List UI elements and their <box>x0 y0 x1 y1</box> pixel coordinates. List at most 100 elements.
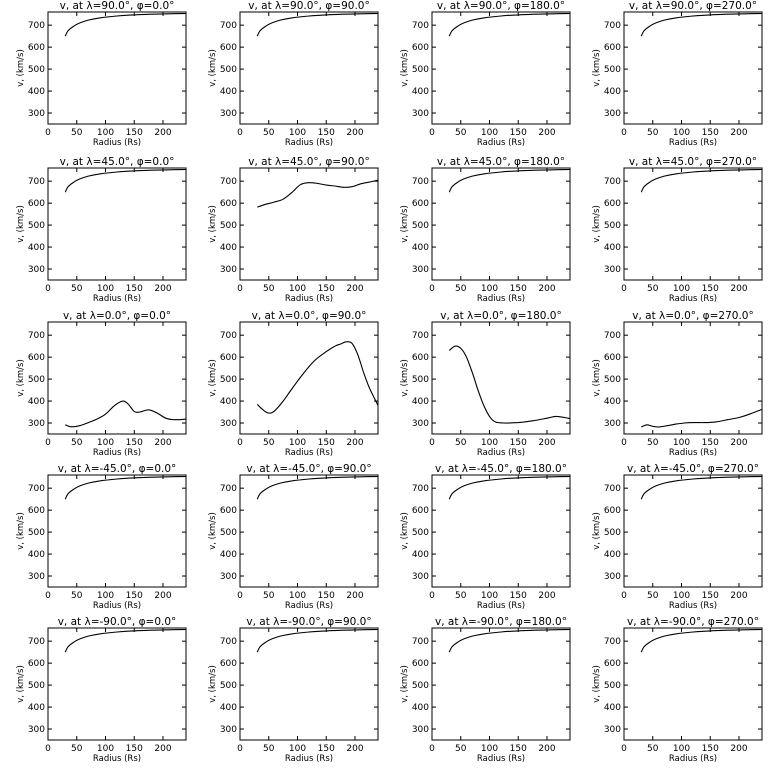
x-tick-label: 50 <box>647 438 659 448</box>
y-tick-label: 400 <box>604 550 621 560</box>
x-tick-label: 50 <box>455 128 467 138</box>
x-tick-label: 150 <box>318 284 335 294</box>
subplot-1-1: v, at λ=90.0°, φ=0.0° 0 50 100 150 200 300 400 5… <box>16 0 187 148</box>
y-tick-label: 500 <box>604 221 621 231</box>
y-tick-label: 500 <box>604 528 621 538</box>
x-tick-label: 200 <box>346 284 363 294</box>
x-tick-label: 100 <box>289 591 306 601</box>
y-tick-label: 300 <box>412 572 429 582</box>
x-axis-label: Radius (Rs) <box>285 601 333 611</box>
y-tick-label: 300 <box>28 265 45 275</box>
y-tick-label: 500 <box>412 375 429 385</box>
velocity-line <box>65 400 187 428</box>
x-tick-label: 200 <box>730 438 747 448</box>
plot-frame <box>623 627 763 741</box>
y-tick-label: 700 <box>28 21 45 31</box>
y-tick-label: 300 <box>604 725 621 735</box>
y-tick-label: 400 <box>28 550 45 560</box>
y-tick-label: 500 <box>220 65 237 75</box>
x-axis-label: Radius (Rs) <box>477 754 525 764</box>
y-tick-label: 700 <box>412 484 429 494</box>
x-tick-label: 50 <box>263 438 275 448</box>
y-tick-label: 300 <box>28 725 45 735</box>
x-tick-label: 0 <box>429 128 435 138</box>
x-tick-label: 0 <box>45 591 51 601</box>
x-tick-label: 0 <box>45 284 51 294</box>
y-tick-label: 400 <box>28 703 45 713</box>
x-tick-label: 200 <box>538 744 555 754</box>
x-tick-label: 100 <box>97 128 114 138</box>
y-tick-label: 600 <box>604 506 621 516</box>
y-tick-label: 300 <box>604 419 621 429</box>
y-axis-label: v, (km/s) <box>16 49 26 87</box>
x-tick-label: 150 <box>510 744 527 754</box>
subplot-title: v, at λ=-45.0°, φ=180.0° <box>435 463 567 475</box>
y-tick-label: 700 <box>604 331 621 341</box>
subplot-title: v, at λ=45.0°, φ=180.0° <box>437 156 565 168</box>
y-tick-label: 500 <box>28 375 45 385</box>
velocity-line <box>64 12 187 37</box>
plot-frame <box>47 627 187 741</box>
plot-frame <box>47 321 187 435</box>
plot-frame <box>47 167 187 281</box>
plot-frame <box>431 474 571 588</box>
x-axis-label: Radius (Rs) <box>669 294 717 304</box>
y-tick-label: 300 <box>604 265 621 275</box>
x-tick-label: 150 <box>318 744 335 754</box>
y-axis-label: v, (km/s) <box>592 512 602 550</box>
subplot-2-1: v, at λ=45.0°, φ=0.0° 0 50 100 150 200 300 400 5… <box>16 156 187 304</box>
y-tick-label: 300 <box>220 109 237 119</box>
y-tick-label: 500 <box>28 681 45 691</box>
y-tick-label: 500 <box>28 528 45 538</box>
x-tick-label: 50 <box>71 438 83 448</box>
x-tick-label: 100 <box>673 744 690 754</box>
y-tick-label: 500 <box>412 681 429 691</box>
x-tick-label: 0 <box>237 591 243 601</box>
subplot-title: v, at λ=90.0°, φ=270.0° <box>629 0 757 12</box>
y-tick-label: 500 <box>220 528 237 538</box>
x-tick-label: 0 <box>237 128 243 138</box>
y-tick-label: 600 <box>220 353 237 363</box>
plot-frame <box>623 11 763 125</box>
y-tick-label: 300 <box>220 725 237 735</box>
subplot-4-1: v, at λ=-45.0°, φ=0.0° 0 50 100 150 200 300 400… <box>16 463 187 611</box>
x-tick-label: 100 <box>481 438 498 448</box>
y-axis-label: v, (km/s) <box>208 665 218 703</box>
y-tick-label: 700 <box>604 484 621 494</box>
x-axis-label: Radius (Rs) <box>285 294 333 304</box>
y-tick-label: 500 <box>220 375 237 385</box>
subplot-title: v, at λ=-45.0°, φ=0.0° <box>58 463 177 475</box>
x-tick-label: 200 <box>730 744 747 754</box>
subplot-4-4: v, at λ=-45.0°, φ=270.0° 0 50 100 150 200 300 4… <box>592 463 763 611</box>
velocity-line <box>640 475 763 500</box>
x-tick-label: 200 <box>730 128 747 138</box>
subplot-5-4: v, at λ=-90.0°, φ=270.0° 0 50 100 150 200 300 4… <box>592 616 763 764</box>
y-tick-label: 400 <box>28 397 45 407</box>
y-tick-label: 300 <box>220 572 237 582</box>
y-tick-label: 500 <box>604 375 621 385</box>
y-tick-label: 600 <box>412 506 429 516</box>
x-tick-label: 50 <box>455 591 467 601</box>
x-tick-label: 200 <box>346 744 363 754</box>
x-tick-label: 50 <box>263 284 275 294</box>
x-tick-label: 100 <box>673 591 690 601</box>
y-tick-label: 500 <box>412 528 429 538</box>
x-tick-label: 50 <box>263 128 275 138</box>
velocity-line <box>256 12 379 37</box>
subplot-4-2: v, at λ=-45.0°, φ=90.0° 0 50 100 150 200 300 40… <box>208 463 379 611</box>
x-tick-label: 50 <box>647 591 659 601</box>
y-tick-label: 600 <box>28 659 45 669</box>
y-tick-label: 300 <box>412 265 429 275</box>
x-tick-label: 150 <box>126 591 143 601</box>
subplot-title: v, at λ=-90.0°, φ=0.0° <box>58 616 177 628</box>
x-tick-label: 0 <box>429 744 435 754</box>
y-tick-label: 300 <box>220 265 237 275</box>
y-tick-label: 700 <box>220 177 237 187</box>
x-tick-label: 200 <box>346 128 363 138</box>
x-tick-label: 100 <box>673 284 690 294</box>
x-tick-label: 0 <box>237 284 243 294</box>
subplot-5-1: v, at λ=-90.0°, φ=0.0° 0 50 100 150 200 300 400… <box>16 616 187 764</box>
y-axis-label: v, (km/s) <box>208 359 218 397</box>
plot-frame <box>431 167 571 281</box>
